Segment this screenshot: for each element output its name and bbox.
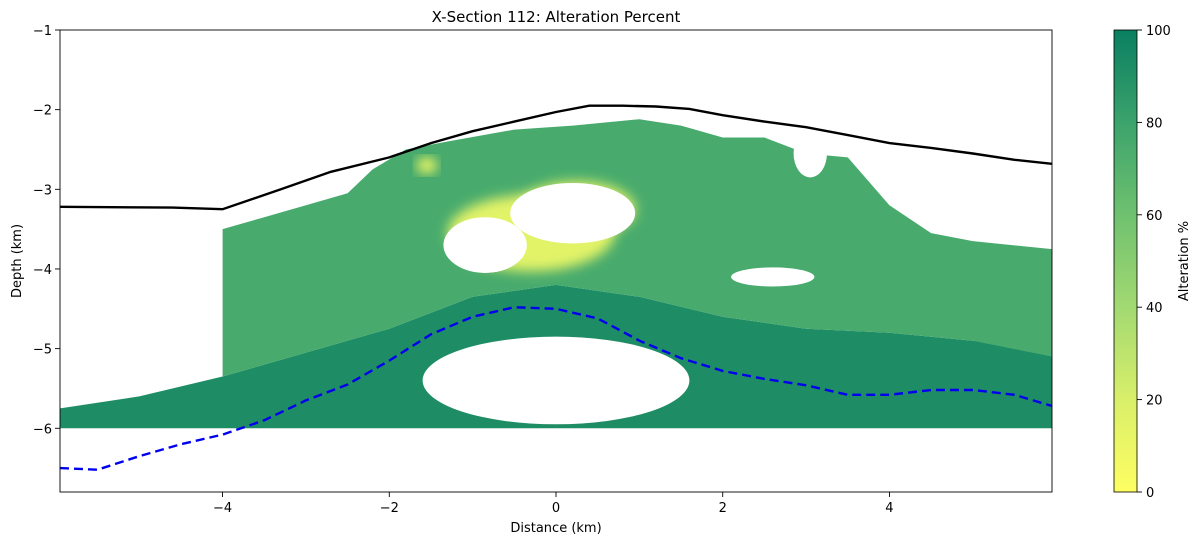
colorbar-gradient xyxy=(1113,29,1138,493)
alteration-region-upper-body xyxy=(222,119,1052,377)
no-data-void xyxy=(510,182,636,244)
x-tick-label: 4 xyxy=(885,501,893,516)
y-tick-label: −1 xyxy=(33,24,52,39)
y-tick-label: −4 xyxy=(33,263,52,278)
no-data-voids xyxy=(422,129,827,425)
y-tick-label: −3 xyxy=(33,183,52,198)
colorbar-tick-label: 40 xyxy=(1146,301,1163,316)
no-data-void xyxy=(422,336,690,425)
x-tick-label: −2 xyxy=(380,501,399,516)
no-data-void xyxy=(443,217,527,273)
colorbar-label: Alteration % xyxy=(1177,221,1192,301)
y-axis-label: Depth (km) xyxy=(10,224,25,298)
x-tick-label: −4 xyxy=(213,501,232,516)
y-tick-label: −6 xyxy=(33,422,52,437)
chart-title: X-Section 112: Alteration Percent xyxy=(432,8,681,26)
low-alteration-patch xyxy=(416,157,437,174)
colorbar-tick-label: 80 xyxy=(1146,116,1163,131)
colorbar-tick-label: 20 xyxy=(1146,394,1163,409)
y-tick-label: −2 xyxy=(33,104,52,119)
y-tick-label: −5 xyxy=(33,343,52,358)
no-data-void xyxy=(731,267,815,287)
x-tick-label: 0 xyxy=(552,501,560,516)
x-tick-label: 2 xyxy=(719,501,727,516)
surface-line xyxy=(60,104,1052,211)
colorbar-tick-label: 100 xyxy=(1146,24,1171,39)
y-axis: −1 −2 −3 −4 −5 −6 xyxy=(33,24,60,437)
colorbar: 0 20 40 60 80 100 Alteration % xyxy=(1113,24,1192,501)
colorbar-tick-label: 0 xyxy=(1146,486,1154,501)
plot-area xyxy=(60,104,1052,471)
colorbar-ticks: 0 20 40 60 80 100 xyxy=(1137,24,1171,501)
no-data-void xyxy=(793,129,827,178)
colorbar-tick-label: 60 xyxy=(1146,209,1163,224)
x-axis-label: Distance (km) xyxy=(510,521,601,536)
x-axis: −4 −2 0 2 4 xyxy=(213,492,894,516)
